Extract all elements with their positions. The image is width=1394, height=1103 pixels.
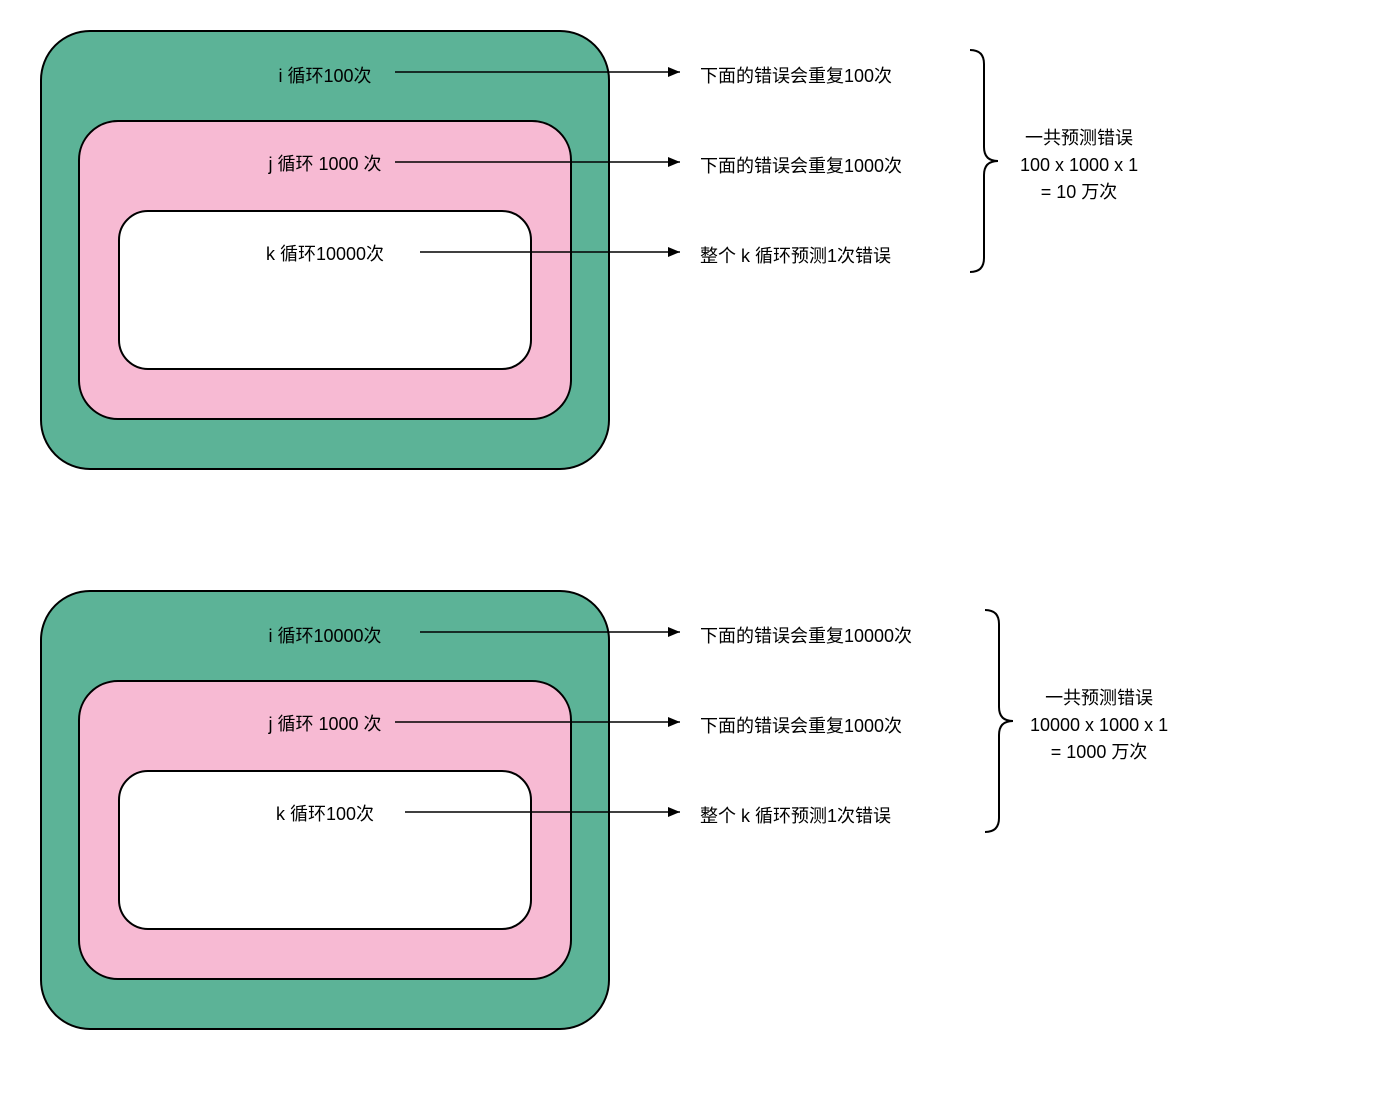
- summary-line: = 1000 万次: [1030, 739, 1168, 766]
- loop-box-0-inner: k 循环10000次: [118, 210, 532, 370]
- arrow-label-1-2: 整个 k 循环预测1次错误: [700, 802, 891, 828]
- loop-box-label-1-middle: j 循环 1000 次: [80, 710, 570, 736]
- arrow-label-0-1: 下面的错误会重复1000次: [700, 152, 902, 178]
- summary-line: 一共预测错误: [1020, 125, 1138, 152]
- arrow-label-0-2: 整个 k 循环预测1次错误: [700, 242, 891, 268]
- summary-line: 一共预测错误: [1030, 685, 1168, 712]
- summary-0: 一共预测错误100 x 1000 x 1= 10 万次: [1020, 125, 1138, 206]
- arrow-label-1-0: 下面的错误会重复10000次: [700, 622, 912, 648]
- loop-box-label-0-inner: k 循环10000次: [120, 240, 530, 266]
- summary-line: 10000 x 1000 x 1: [1030, 712, 1168, 739]
- loop-box-1-inner: k 循环100次: [118, 770, 532, 930]
- arrow-label-0-0: 下面的错误会重复100次: [700, 62, 892, 88]
- loop-box-label-0-outer: i 循环100次: [42, 62, 608, 88]
- loop-box-label-0-middle: j 循环 1000 次: [80, 150, 570, 176]
- diagram-canvas: i 循环100次j 循环 1000 次k 循环10000次下面的错误会重复100…: [0, 0, 1394, 1103]
- loop-box-label-1-outer: i 循环10000次: [42, 622, 608, 648]
- arrow-label-1-1: 下面的错误会重复1000次: [700, 712, 902, 738]
- summary-1: 一共预测错误10000 x 1000 x 1= 1000 万次: [1030, 685, 1168, 766]
- summary-line: 100 x 1000 x 1: [1020, 152, 1138, 179]
- summary-line: = 10 万次: [1020, 179, 1138, 206]
- loop-box-label-1-inner: k 循环100次: [120, 800, 530, 826]
